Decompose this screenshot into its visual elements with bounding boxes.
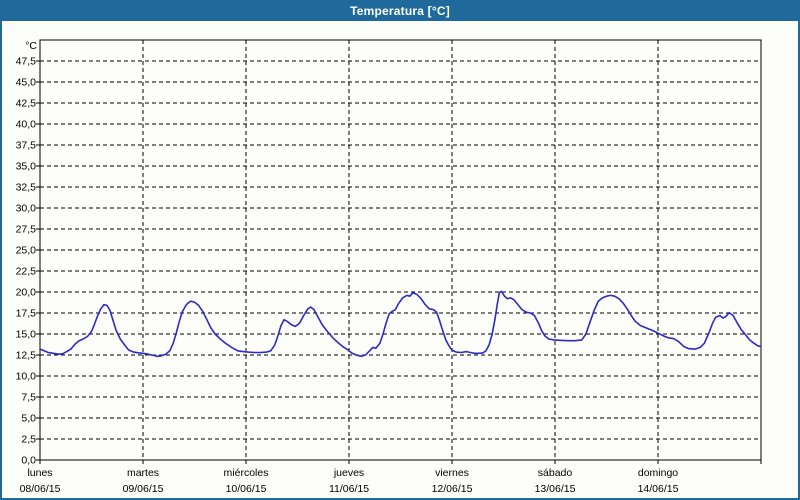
window-titlebar: Temperatura [°C] <box>2 0 798 21</box>
day-label: martes <box>127 467 159 479</box>
y-tick-label: 40,0 <box>16 119 37 131</box>
y-tick-label: 2,5 <box>21 434 36 446</box>
y-tick-label: 25,0 <box>16 245 37 257</box>
date-label: 11/06/15 <box>329 483 369 495</box>
y-tick-label: 7,5 <box>21 392 36 404</box>
day-label: miércoles <box>224 467 269 479</box>
y-tick-label: 35,0 <box>16 161 37 173</box>
chart-title: Temperatura [°C] <box>350 3 450 18</box>
y-tick-label: 17,5 <box>16 308 37 320</box>
y-axis-unit-label: °C <box>25 40 37 52</box>
chart-host: 0,0 2,5 5,0 7,5 10,0 12,5 15,0 17,5 20,0 22,5 25,0… <box>2 21 798 498</box>
date-label: 08/06/15 <box>20 483 61 495</box>
y-tick-label: 47,5 <box>16 56 37 68</box>
y-tick-label: 20,0 <box>16 287 37 299</box>
date-label: 12/06/15 <box>432 483 473 495</box>
date-label: 09/06/15 <box>123 483 164 495</box>
y-tick-label: 45,0 <box>16 77 37 89</box>
y-tick-label: 5,0 <box>21 413 36 425</box>
y-tick-label: 30,0 <box>16 203 37 215</box>
day-label: sábado <box>538 467 573 479</box>
date-label: 10/06/15 <box>226 483 267 495</box>
y-tick-label: 32,5 <box>16 182 37 194</box>
day-label: domingo <box>638 467 678 479</box>
y-tick-label: 37,5 <box>16 140 37 152</box>
y-tick-label: 10,0 <box>16 371 37 383</box>
date-label: 14/06/15 <box>638 483 679 495</box>
y-tick-label: 15,0 <box>16 329 37 341</box>
y-tick-label: 22,5 <box>16 266 37 278</box>
y-tick-label: 42,5 <box>16 98 37 110</box>
day-label: viernes <box>435 467 469 479</box>
y-tick-label: 27,5 <box>16 224 37 236</box>
y-tick-label: 12,5 <box>16 350 37 362</box>
date-label: 13/06/15 <box>535 483 576 495</box>
temperature-chart: 0,0 2,5 5,0 7,5 10,0 12,5 15,0 17,5 20,0 22,5 25,0… <box>16 39 762 495</box>
day-label: lunes <box>27 467 52 479</box>
y-tick-label: 0,0 <box>21 455 36 467</box>
day-label: jueves <box>333 467 364 479</box>
temperature-line <box>39 290 762 358</box>
